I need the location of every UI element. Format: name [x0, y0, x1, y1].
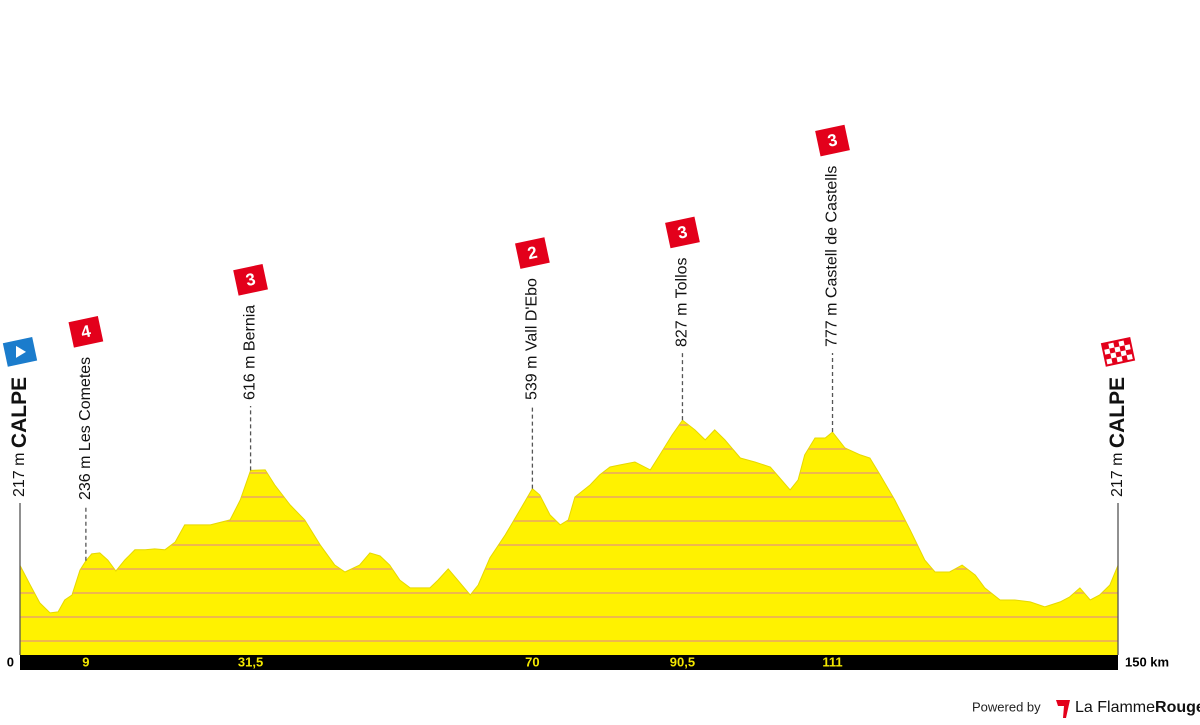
marker-elevation: 777 m: [824, 303, 841, 347]
marker-label: 236 m Les Cometes: [77, 357, 94, 500]
finish-flag: [1100, 337, 1136, 367]
marker-label: 217 m CALPE: [8, 377, 31, 497]
finish-check: [1118, 340, 1125, 347]
finish-check: [1120, 350, 1127, 357]
climb-badge: [515, 237, 550, 269]
climb-badge: [68, 315, 104, 348]
climb-category: 3: [244, 270, 257, 291]
x-tick-label: 0: [7, 654, 14, 669]
climb-badge: [815, 124, 850, 157]
climb-badge: [233, 263, 268, 296]
marker-elevation: 217 m: [1109, 453, 1126, 497]
climb-category: 3: [676, 222, 689, 243]
marker-name: Bernia: [242, 305, 259, 351]
climb-badge: [665, 216, 700, 249]
x-tick-label: 31,5: [238, 654, 263, 669]
marker-name: Tollos: [674, 257, 691, 298]
marker-name: CALPE: [1106, 377, 1129, 448]
marker-label: 539 m Vall D'Ebo: [524, 278, 541, 400]
finish-check: [1114, 346, 1121, 353]
finish-check: [1110, 352, 1117, 359]
finish-check: [1124, 344, 1131, 351]
marker-name: CALPE: [8, 377, 31, 448]
finish-check: [1104, 348, 1111, 355]
marker-elevation: 217 m: [11, 453, 28, 497]
marker-label: 777 m Castell de Castells: [824, 166, 841, 347]
marker-label: 217 m CALPE: [1106, 377, 1129, 497]
start-arrow: [16, 345, 26, 358]
x-tick-label: 70: [525, 654, 539, 669]
powered-by: Powered by: [972, 699, 1041, 714]
x-tick-label: 111: [822, 654, 842, 669]
x-tick-label: 150 km: [1125, 654, 1169, 669]
brand-bold: Rouge: [1155, 699, 1200, 716]
finish-check: [1106, 358, 1113, 365]
marker-name: Castell de Castells: [824, 166, 841, 299]
brand-regular: La Flamme: [1075, 699, 1155, 716]
profile-line: [19, 419, 1119, 614]
distance-bar: [20, 655, 1118, 670]
marker-name: Les Cometes: [77, 357, 94, 451]
finish-check: [1126, 354, 1133, 361]
marker-label: 616 m Bernia: [242, 305, 259, 400]
brand: La FlammeRouge: [1075, 699, 1200, 716]
marker-label: 827 m Tollos: [674, 257, 691, 347]
climb-category: 3: [826, 130, 839, 151]
marker-elevation: 539 m: [524, 356, 541, 400]
x-tick-label: 90,5: [670, 654, 695, 669]
finish-check: [1108, 342, 1115, 349]
climb-category: 4: [79, 321, 93, 342]
marker-elevation: 827 m: [674, 303, 691, 347]
x-tick-label: 9: [82, 654, 89, 669]
marker-elevation: 616 m: [242, 356, 259, 400]
finish-check: [1116, 356, 1123, 363]
profile-area: [20, 420, 1118, 655]
marker-elevation: 236 m: [77, 456, 94, 500]
brand-logo: [1056, 700, 1070, 718]
climb-category: 2: [526, 243, 539, 264]
marker-name: Vall D'Ebo: [524, 278, 541, 351]
